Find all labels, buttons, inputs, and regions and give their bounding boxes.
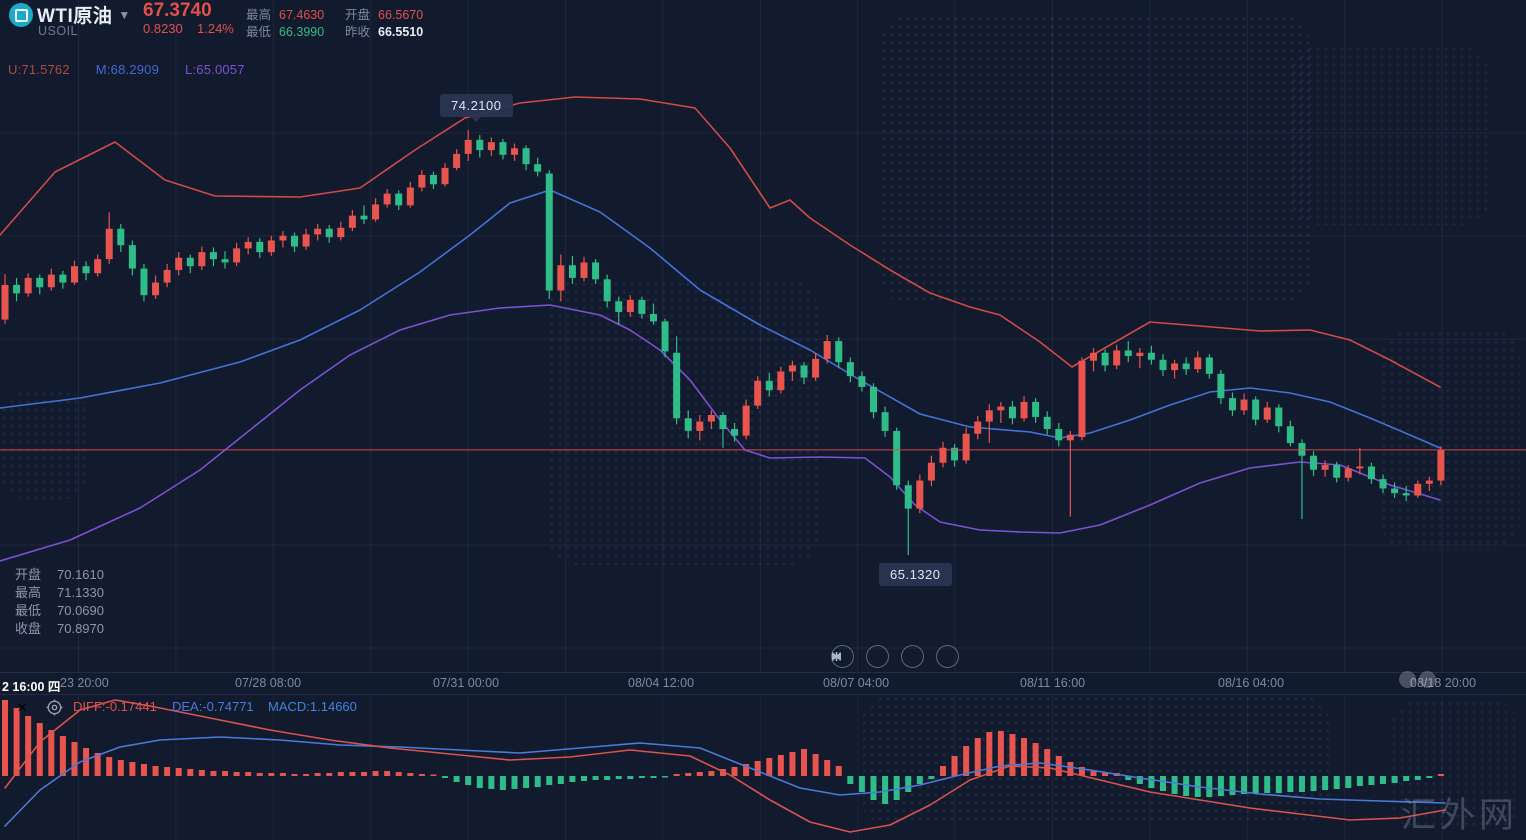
close-indicator-icon[interactable]: ✕: [17, 700, 28, 715]
price-change-percent: 1.24%: [197, 21, 234, 36]
tooltip-close: 收盘 70.8970: [15, 621, 104, 636]
x-tick: 08/04 12:00: [628, 676, 695, 690]
high-price-badge: 74.2100: [440, 94, 513, 122]
chart-axis-divider: [0, 672, 1526, 673]
x-tick: 08/07 04:00: [823, 676, 890, 690]
tooltip-high: 最高 71.1330: [15, 585, 104, 600]
tooltip-low: 最低 70.0690: [15, 603, 104, 618]
stat-open: 开盘 66.5670: [345, 8, 424, 22]
symbol-name: WTI原油: [37, 6, 113, 27]
app-logo-icon[interactable]: [9, 3, 33, 27]
chevron-down-icon: ▼: [118, 8, 131, 22]
x-tick: 08/11 16:00: [1020, 676, 1086, 690]
macd-value: MACD:1.14660: [268, 699, 357, 714]
site-watermark: 汇外网: [1400, 796, 1518, 835]
selected-time-label: 2 16:00 四: [2, 680, 61, 694]
last-price: 67.3740: [143, 0, 212, 21]
boll-upper-value: U:71.5762: [8, 62, 70, 77]
boll-indicator-values: U:71.5762 M:68.2909 L:65.0057: [8, 62, 271, 77]
price-change: 0.8230: [143, 21, 183, 36]
logo-square-glyph: [14, 8, 28, 22]
stat-prev-close: 昨收 66.5510: [345, 25, 424, 39]
skip-to-start-button[interactable]: [832, 645, 889, 668]
boll-middle-value: M:68.2909: [95, 62, 160, 77]
time-axis[interactable]: 2 16:00 四 23 20:00 07/28 08:00 07/31 00:00…: [0, 676, 1526, 694]
skip-to-end-button[interactable]: [832, 645, 924, 668]
macd-dea-value: DEA:-0.74771: [172, 699, 254, 714]
x-tick: 07/28 08:00: [235, 676, 302, 690]
symbol-selector[interactable]: WTI原油 ▼: [37, 1, 131, 28]
main-candlestick-chart[interactable]: [0, 0, 1526, 673]
tooltip-open: 开盘 70.1610: [15, 567, 104, 582]
axis-macd-divider: [0, 694, 1526, 695]
x-tick: 23 20:00: [60, 676, 109, 690]
scroll-indicator-dot: [1399, 671, 1416, 688]
macd-indicator-chart[interactable]: [0, 694, 1526, 840]
ohlc-tooltip: 开盘 70.1610 最高 71.1330 最低 70.0690 收盘 70.8970: [15, 566, 104, 638]
stat-low: 最低 66.3990: [246, 25, 325, 39]
x-tick: 07/31 00:00: [433, 676, 500, 690]
plus-icon: [832, 652, 841, 661]
scroll-indicator-dot: [1419, 671, 1436, 688]
zoom-in-button[interactable]: [832, 645, 959, 668]
boll-lower-value: L:65.0057: [185, 62, 245, 77]
symbol-code: USOIL: [38, 24, 79, 38]
macd-diff-value: DIFF:-0.17441: [73, 699, 157, 714]
badge-pointer: [471, 117, 482, 122]
chart-nav-controls: [831, 645, 959, 668]
x-tick: 08/16 04:00: [1218, 676, 1285, 690]
x-tick: 08/18 20:00: [1410, 676, 1477, 690]
low-price-badge: 65.1320: [879, 563, 952, 586]
stat-high: 最高 67.4630: [246, 8, 325, 22]
